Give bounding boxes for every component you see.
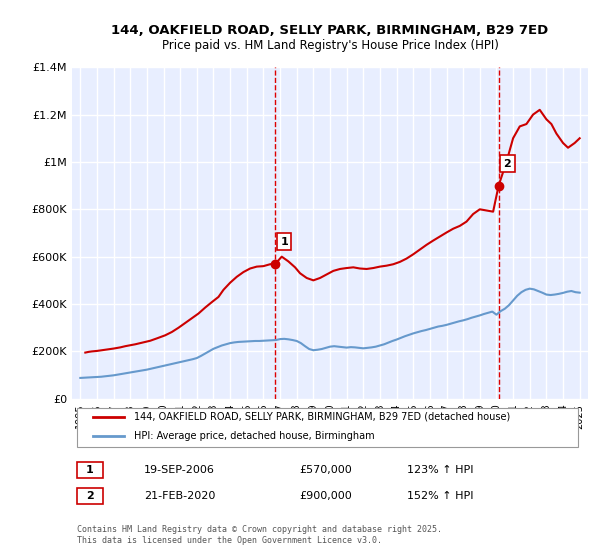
Text: 144, OAKFIELD ROAD, SELLY PARK, BIRMINGHAM, B29 7ED: 144, OAKFIELD ROAD, SELLY PARK, BIRMINGH… [112, 24, 548, 38]
FancyBboxPatch shape [77, 408, 578, 446]
FancyBboxPatch shape [77, 461, 103, 478]
FancyBboxPatch shape [77, 488, 103, 504]
Text: Contains HM Land Registry data © Crown copyright and database right 2025.
This d: Contains HM Land Registry data © Crown c… [77, 525, 442, 545]
Text: 1: 1 [86, 465, 94, 475]
Text: Price paid vs. HM Land Registry's House Price Index (HPI): Price paid vs. HM Land Registry's House … [161, 39, 499, 53]
Text: 2: 2 [503, 158, 511, 169]
Text: 21-FEB-2020: 21-FEB-2020 [144, 491, 215, 501]
Text: £900,000: £900,000 [299, 491, 352, 501]
Text: 19-SEP-2006: 19-SEP-2006 [144, 465, 215, 475]
Text: £570,000: £570,000 [299, 465, 352, 475]
Text: HPI: Average price, detached house, Birmingham: HPI: Average price, detached house, Birm… [134, 431, 374, 441]
Text: 144, OAKFIELD ROAD, SELLY PARK, BIRMINGHAM, B29 7ED (detached house): 144, OAKFIELD ROAD, SELLY PARK, BIRMINGH… [134, 412, 510, 422]
Text: 2: 2 [86, 491, 94, 501]
Text: 152% ↑ HPI: 152% ↑ HPI [407, 491, 474, 501]
Text: 123% ↑ HPI: 123% ↑ HPI [407, 465, 474, 475]
Text: 1: 1 [280, 237, 288, 247]
